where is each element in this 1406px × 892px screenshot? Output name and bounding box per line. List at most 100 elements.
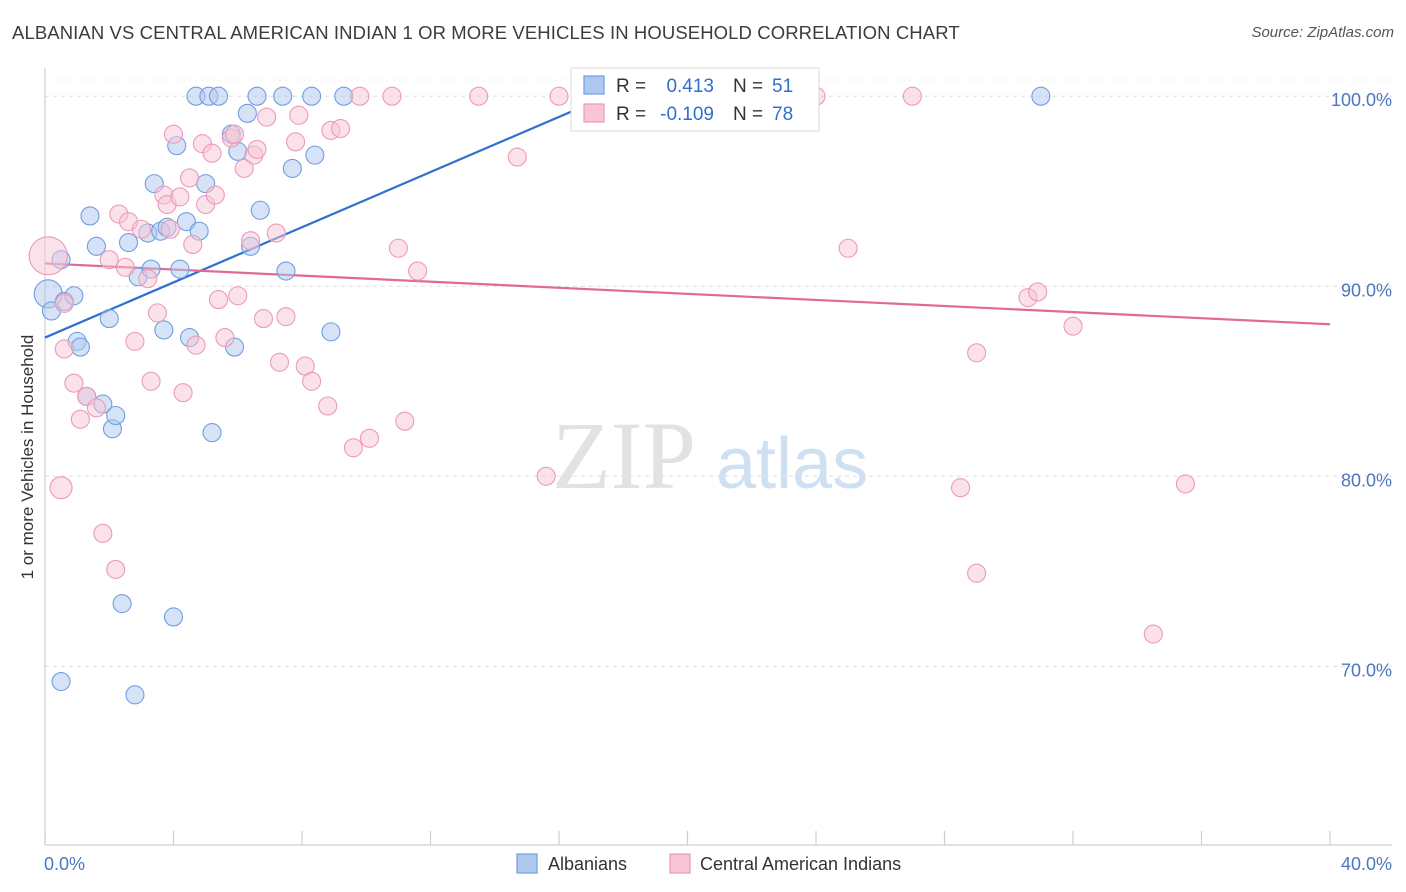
y-tick-label: 80.0% xyxy=(1341,470,1392,490)
data-point xyxy=(86,236,106,256)
legend-swatch-albanians[interactable] xyxy=(516,853,538,874)
data-point xyxy=(80,206,100,226)
data-point xyxy=(967,343,987,363)
data-point xyxy=(359,428,380,448)
stats-n-value-central-american-indians: 78 xyxy=(772,104,793,125)
stats-swatch-central-american-indians xyxy=(583,103,605,123)
data-point xyxy=(1175,474,1195,494)
data-point xyxy=(302,371,322,391)
data-point xyxy=(250,200,270,220)
data-point xyxy=(183,234,203,254)
data-point xyxy=(208,86,229,106)
legend-label-central-american-indians[interactable]: Central American Indians xyxy=(700,854,901,874)
data-point xyxy=(247,86,267,106)
data-point xyxy=(202,423,222,443)
data-point xyxy=(469,86,489,106)
data-point xyxy=(286,132,306,152)
data-point xyxy=(247,139,267,159)
y-tick-label: 100.0% xyxy=(1331,90,1392,110)
data-point xyxy=(224,124,245,144)
stats-n-label-central-american-indians: N = xyxy=(733,104,763,125)
data-point xyxy=(160,219,180,239)
data-point xyxy=(241,231,261,251)
data-point xyxy=(176,212,196,232)
data-point xyxy=(163,124,184,144)
data-point xyxy=(350,86,370,106)
data-point xyxy=(967,563,987,583)
legend-swatch-central-american-indians[interactable] xyxy=(669,853,691,874)
data-point xyxy=(321,322,341,342)
stats-r-value-central-american-indians: -0.109 xyxy=(660,104,714,125)
data-point xyxy=(170,187,190,207)
data-points xyxy=(28,86,1195,705)
data-point xyxy=(234,158,254,178)
data-point xyxy=(318,396,338,416)
watermark: ZIP atlas xyxy=(552,402,868,509)
data-point xyxy=(28,236,68,276)
data-point xyxy=(51,672,71,692)
data-point xyxy=(1063,316,1083,336)
axes xyxy=(44,68,1392,846)
data-point xyxy=(208,290,229,310)
data-point xyxy=(54,339,74,359)
x-tick-label: 40.0% xyxy=(1341,854,1392,874)
data-point xyxy=(49,476,73,500)
data-point xyxy=(205,185,225,205)
data-point xyxy=(408,261,428,281)
chart-title: ALBANIAN VS CENTRAL AMERICAN INDIAN 1 OR… xyxy=(12,22,960,43)
data-point xyxy=(202,143,222,163)
stats-r-label-central-american-indians: R = xyxy=(616,104,646,125)
data-point xyxy=(282,158,302,178)
data-point xyxy=(507,147,527,167)
stats-swatch-albanians xyxy=(583,75,605,95)
y-tick-label: 90.0% xyxy=(1341,280,1392,300)
data-point xyxy=(902,86,922,106)
data-point xyxy=(70,409,90,429)
data-point xyxy=(138,269,158,289)
data-point xyxy=(170,259,190,279)
data-point xyxy=(382,86,402,106)
trend-lines xyxy=(44,95,1331,339)
data-point xyxy=(549,86,569,106)
data-point xyxy=(106,559,126,579)
data-point xyxy=(302,86,322,106)
data-point xyxy=(1143,624,1163,644)
data-point xyxy=(99,309,119,329)
data-point xyxy=(257,107,277,127)
x-tick-label: 0.0% xyxy=(44,854,85,874)
stats-r-value-albanians: 0.413 xyxy=(666,76,714,97)
data-point xyxy=(395,411,415,431)
data-point xyxy=(388,238,408,258)
data-point xyxy=(330,118,351,139)
data-point xyxy=(273,86,293,106)
data-point xyxy=(54,293,74,313)
data-point xyxy=(289,105,309,125)
data-point xyxy=(131,219,151,239)
trend-line-central-american-indians xyxy=(44,262,1331,326)
data-point xyxy=(838,238,858,258)
data-point xyxy=(228,286,248,306)
legend-label-albanians[interactable]: Albanians xyxy=(548,854,627,874)
data-point xyxy=(86,398,106,418)
data-point xyxy=(112,594,132,614)
data-point xyxy=(951,478,971,498)
data-point xyxy=(99,250,119,270)
data-point xyxy=(266,223,286,243)
stats-box: R = 0.413 N = 51 R = -0.109 N = 78 xyxy=(570,67,820,132)
tick-labels: 100.0% 90.0% 80.0% 70.0% 0.0% 40.0% xyxy=(44,90,1392,874)
stats-n-label-albanians: N = xyxy=(733,76,763,97)
data-point xyxy=(180,168,200,188)
data-point xyxy=(343,438,363,458)
data-point xyxy=(276,261,296,281)
data-point xyxy=(215,328,235,348)
data-point xyxy=(70,337,90,357)
stats-box-frame xyxy=(570,67,820,132)
trend-line-albanians xyxy=(44,95,608,339)
data-point xyxy=(173,383,193,403)
data-point xyxy=(106,405,126,426)
y-axis-title: 1 or more Vehicles in Household xyxy=(18,335,37,580)
data-point xyxy=(334,86,354,106)
data-point xyxy=(115,257,135,277)
data-point xyxy=(1031,86,1051,106)
